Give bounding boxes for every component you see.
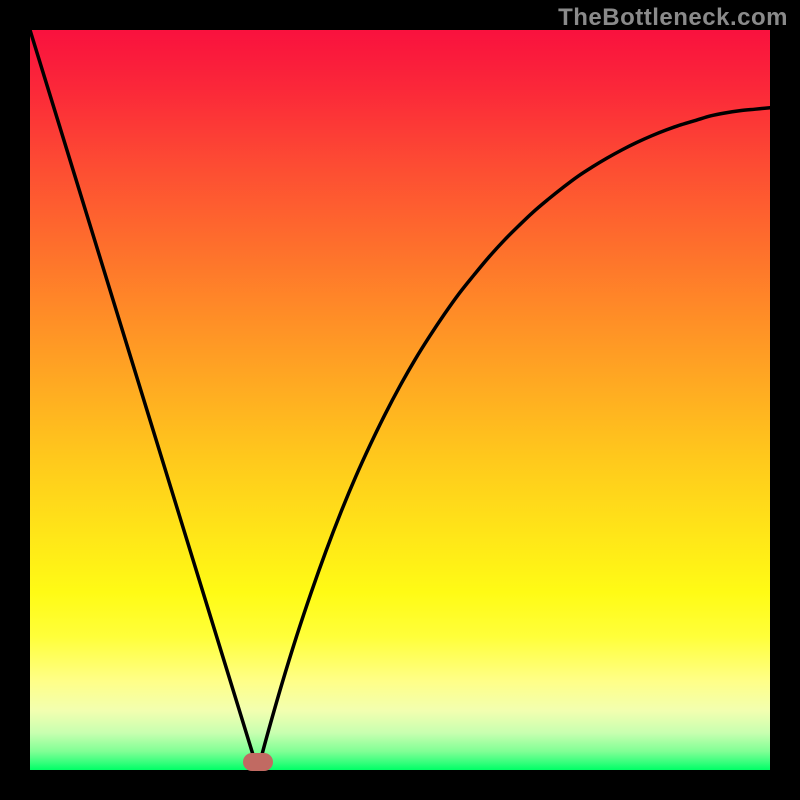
plot-area [30,30,770,770]
curve-path [30,30,770,770]
curve [30,30,770,770]
minimum-marker [243,753,273,771]
watermark-text: TheBottleneck.com [558,4,788,32]
chart-container: TheBottleneck.com [0,0,800,800]
